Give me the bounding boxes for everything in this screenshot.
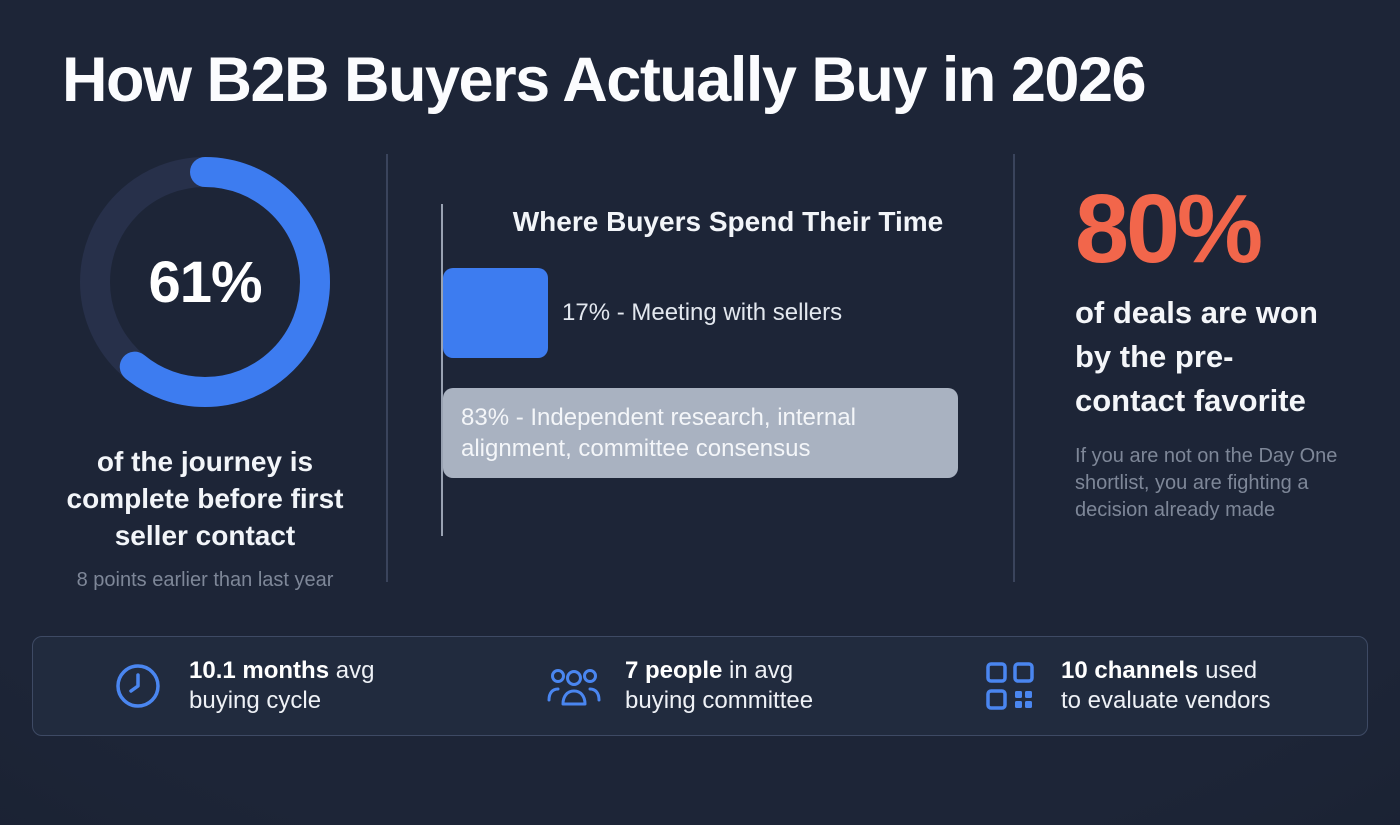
time-section: Where Buyers Spend Their Time 17% - Meet… bbox=[441, 154, 1013, 536]
column-divider-right bbox=[1013, 154, 1015, 582]
donut-arc bbox=[80, 157, 330, 407]
stat-text: 10 channels used to evaluate vendors bbox=[1061, 656, 1270, 716]
highlight-section: 80% of deals are won by the pre-contact … bbox=[1015, 154, 1340, 524]
time-bar-label: 17% - Meeting with sellers bbox=[562, 299, 843, 326]
stat-channels: 10 channels used to evaluate vendors bbox=[905, 656, 1341, 716]
page-title: How B2B Buyers Actually Buy in 2026 bbox=[62, 45, 1147, 115]
stat-line2: to evaluate vendors bbox=[1061, 686, 1271, 714]
time-bar-chart: Where Buyers Spend Their Time 17% - Meet… bbox=[441, 204, 1013, 536]
stat-line2: buying committee bbox=[625, 686, 814, 714]
time-bar: 83% - Independent research, internal ali… bbox=[443, 388, 958, 478]
stat-rest: used bbox=[1198, 657, 1258, 685]
clock-icon bbox=[111, 661, 165, 711]
stat-value: 10.1 months bbox=[189, 657, 330, 685]
journey-description: of the journey is complete before first … bbox=[66, 446, 344, 551]
time-chart-title: Where Buyers Spend Their Time bbox=[512, 206, 944, 237]
highlight-description: of deals are won by the pre-contact favo… bbox=[1075, 295, 1318, 419]
highlight-percent: 80% bbox=[1075, 174, 1263, 283]
stat-rest: in avg bbox=[722, 657, 794, 685]
journey-section: 61% of the journey is complete before fi… bbox=[60, 154, 350, 592]
donut-svg bbox=[80, 157, 330, 407]
stat-line2: buying cycle bbox=[189, 686, 322, 714]
stat-buying-cycle: 10.1 months avg buying cycle bbox=[33, 656, 469, 716]
column-divider-left bbox=[386, 154, 388, 582]
stat-text: 10.1 months avg buying cycle bbox=[189, 656, 374, 716]
journey-donut-chart: 61% bbox=[77, 154, 333, 410]
donut-center-label: 61% bbox=[148, 249, 262, 315]
time-bar bbox=[443, 268, 548, 358]
stats-bar: 10.1 months avg buying cycle 7 people in… bbox=[32, 635, 1368, 736]
stat-buying-committee: 7 people in avg buying committee bbox=[469, 656, 905, 716]
channels-icon bbox=[983, 661, 1037, 711]
time-bar-row-sellers: 17% - Meeting with sellers bbox=[443, 268, 1013, 358]
stat-text: 7 people in avg buying committee bbox=[625, 656, 813, 716]
stat-value: 7 people bbox=[625, 657, 723, 685]
highlight-note: If you are not on the Day One shortlist,… bbox=[1075, 445, 1338, 522]
time-bar-label: 83% - Independent research, internal ali… bbox=[461, 403, 856, 462]
stat-rest: avg bbox=[329, 657, 375, 685]
stat-value: 10 channels bbox=[1061, 657, 1199, 685]
time-bar-row-research: 83% - Independent research, internal ali… bbox=[443, 388, 1013, 478]
people-icon bbox=[547, 663, 601, 709]
main-columns: 61% of the journey is complete before fi… bbox=[60, 154, 1340, 592]
journey-note: 8 points earlier than last year bbox=[76, 568, 334, 591]
